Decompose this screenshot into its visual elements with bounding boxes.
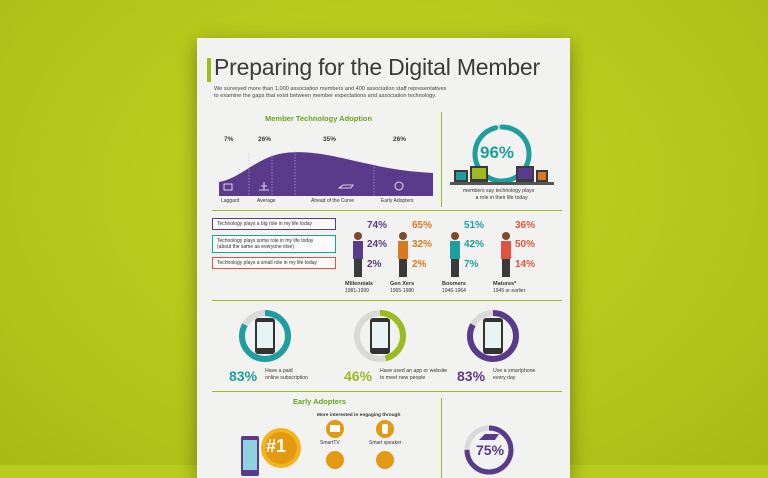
generation-value: 14%	[515, 259, 536, 270]
early-adopter-stat-pct: 75%	[476, 442, 505, 458]
phone-stat-pct: 46%	[344, 368, 373, 384]
adoption-curve	[219, 151, 433, 196]
phone-stat-desc-line-2: online subscription	[265, 374, 308, 381]
title-accent-bar	[207, 58, 211, 82]
statement-some-role-text: Technology plays some role in my life to…	[217, 238, 314, 244]
generation-years: 1945 or earlier	[493, 288, 526, 294]
role-stat-desc-line-2: a role in their life today	[475, 194, 528, 201]
role-stat-desc-line-1: members say technology plays	[463, 188, 535, 194]
device-label-smarttv: SmartTV	[320, 440, 340, 446]
device-label-smart-speaker: Smart speaker	[369, 440, 402, 446]
phone-stat-desc-line-1: Have used an app or website	[380, 368, 448, 374]
phone-stat-desc-line-1: Have a paid	[265, 368, 293, 374]
role-stat-pct: 96%	[480, 143, 515, 162]
early-adopters-interested-label: More interested in engaging through	[317, 413, 401, 418]
section-divider-2	[441, 398, 442, 478]
adoption-pct-laggard: 7%	[224, 136, 234, 143]
generation-name: Millennials	[345, 281, 374, 287]
subtitle-line-2: to examine the gaps that exist between m…	[214, 93, 437, 99]
adoption-label-average: Average	[257, 198, 276, 204]
generation-value: 2%	[412, 259, 427, 270]
generation-value: 74%	[367, 220, 388, 231]
person-figure-icon	[353, 232, 363, 277]
devices-illustration	[450, 166, 554, 185]
infographic-poster: Preparing for the Digital Member We surv…	[197, 38, 570, 478]
role-stat-desc: members say technology plays a role in t…	[463, 188, 534, 201]
phone-stat-ring	[239, 310, 291, 362]
statement-big-role: Technology plays a big role in my life t…	[212, 218, 336, 230]
adoption-title: Member Technology Adoption	[265, 114, 373, 123]
phone-stat-desc: Use a smartphone every day	[493, 368, 535, 381]
generation-value: 7%	[464, 259, 479, 270]
generation-value: 50%	[515, 239, 536, 250]
phone-stat-desc-line-1: Use a smartphone	[493, 368, 536, 374]
early-adopters-title: Early Adopters	[293, 397, 347, 406]
section-rule-3	[212, 391, 562, 392]
phone-stat-ring	[467, 310, 519, 362]
adoption-pct-average: 26%	[258, 136, 272, 143]
statement-small-role: Technology plays a small role in my life…	[212, 257, 336, 269]
generation-name: Boomers	[442, 281, 466, 287]
generation-years: 1965-1980	[390, 288, 414, 294]
generation-value: 24%	[367, 239, 388, 250]
page-subtitle: We surveyed more than 1,000 association …	[214, 86, 534, 100]
phone-stat-pct: 83%	[457, 368, 486, 384]
role-stat-graphic	[450, 124, 554, 185]
person-figure-icon	[398, 232, 408, 277]
adoption-label-ahead: Ahead of the Curve	[311, 198, 355, 204]
adoption-label-early: Early Adopters	[381, 198, 414, 204]
phone-stat-desc: Have a paid online subscription	[265, 368, 308, 381]
adoption-label-laggard: Laggard	[221, 198, 240, 204]
generation-years: 1981-1999	[345, 288, 369, 294]
generation-years: 1946-1964	[442, 288, 466, 294]
statement-big-role-text: Technology plays a big role in my life t…	[217, 221, 313, 227]
generation-value: 65%	[412, 220, 433, 231]
generation-value: 2%	[367, 259, 382, 270]
adoption-pct-early: 26%	[393, 136, 407, 143]
generation-value: 32%	[412, 239, 433, 250]
statement-some-role-note: (about the same as everyone else)	[217, 244, 294, 250]
smart-speaker-icon	[376, 420, 394, 438]
page-title: Preparing for the Digital Member	[214, 54, 540, 80]
phone-stat-desc: Have used an app or website to meet new p…	[380, 368, 447, 381]
statement-some-role: Technology plays some role in my life to…	[212, 235, 336, 253]
phone-stat-ring	[354, 310, 406, 362]
generation-value: 42%	[464, 239, 485, 250]
subtitle-line-1: We surveyed more than 1,000 association …	[214, 86, 447, 92]
section-rule-1	[212, 210, 562, 211]
ranked-first-badge: #1	[266, 436, 287, 456]
smart-tv-icon	[326, 420, 344, 438]
phone-stat-desc-line-2: every day	[493, 374, 516, 381]
generation-value: 36%	[515, 220, 536, 231]
phone-stat-pct: 83%	[229, 368, 258, 384]
statement-small-role-text: Technology plays a small role in my life…	[217, 260, 318, 266]
generation-name: Gen Xers	[390, 281, 415, 287]
person-figure-icon	[501, 232, 511, 277]
phone-stat-desc-line-2: to meet new people	[380, 374, 426, 381]
person-figure-icon	[450, 232, 460, 277]
section-divider	[441, 112, 442, 207]
generation-name: Matures*	[493, 281, 517, 287]
generation-value: 51%	[464, 220, 485, 231]
section-rule-2	[212, 300, 562, 301]
more-devices-icons	[326, 451, 394, 469]
adoption-pct-ahead: 35%	[323, 136, 337, 143]
